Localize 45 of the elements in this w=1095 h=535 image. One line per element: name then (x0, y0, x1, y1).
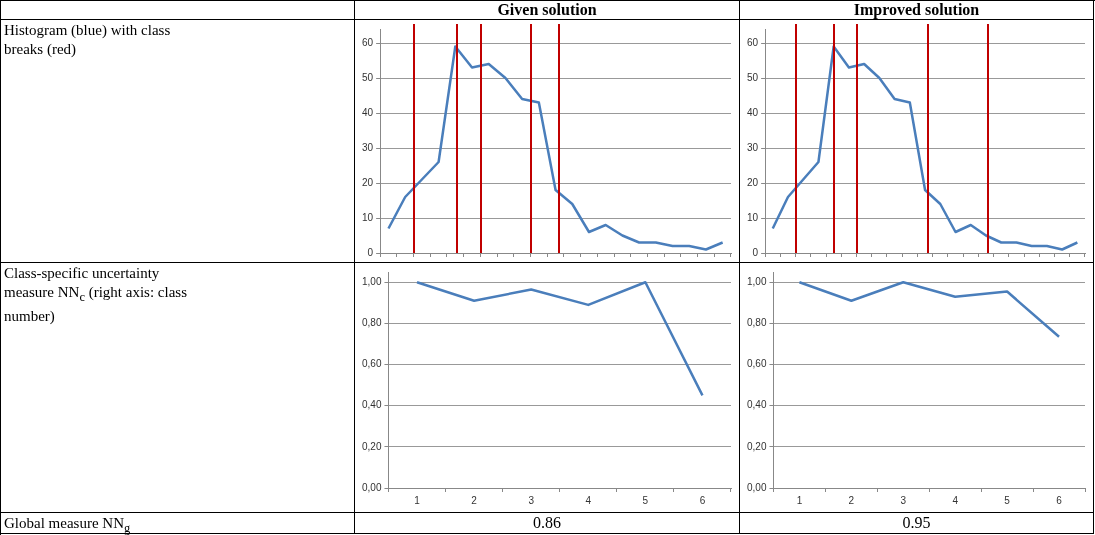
text: Global measure NN$_{g}$ (4, 514, 131, 535)
x-tick-label: 3 (900, 494, 907, 506)
y-tick-label: 1,00 (361, 276, 382, 288)
y-tick-label: 40 (747, 106, 759, 118)
y-tick-label: 50 (362, 71, 374, 83)
x-tick-label: 6 (1056, 494, 1063, 506)
y-tick-label: 50 (747, 71, 759, 83)
y-tick-label: 0,40 (361, 399, 382, 411)
y-tick-label: 1,00 (746, 276, 767, 288)
y-tick-label: 30 (362, 141, 374, 153)
text: 0.86 (355, 513, 740, 534)
y-tick-label: 10 (747, 211, 759, 223)
y-tick-label: 0 (752, 246, 759, 258)
y-tick-label: 0,20 (361, 440, 382, 452)
x-tick-label: 2 (848, 494, 855, 506)
y-tick-label: 0,80 (746, 317, 767, 329)
x-tick-label: 5 (642, 494, 649, 506)
text: Class-specific uncertainty measure NN$_{c}$ (right axis: class number) (4, 265, 188, 324)
x-tick-label: 2 (471, 494, 478, 506)
text: 0.95 (740, 513, 1094, 534)
x-tick-label: 6 (699, 494, 706, 506)
y-tick-label: 40 (362, 106, 374, 118)
x-tick-label: 1 (414, 494, 421, 506)
y-tick-label: 0,60 (746, 358, 767, 370)
y-tick-label: 10 (362, 211, 374, 223)
x-tick-label: 3 (528, 494, 535, 506)
y-tick-label: 0,00 (361, 481, 382, 493)
x-tick-label: 4 (585, 494, 592, 506)
y-tick-label: 0,40 (746, 399, 767, 411)
y-tick-label: 0,80 (361, 317, 382, 329)
y-tick-label: 20 (362, 176, 374, 188)
y-tick-label: 30 (747, 141, 759, 153)
chart-title: Improved solution (740, 0, 1094, 20)
y-tick-label: 60 (747, 36, 759, 48)
y-tick-label: 0 (367, 246, 374, 258)
x-tick-label: 1 (796, 494, 803, 506)
y-tick-label: 20 (747, 176, 759, 188)
x-tick-label: 5 (1004, 494, 1011, 506)
text: Histogram (blue) with class breaks (red) (4, 21, 172, 59)
chart-title: Given solution (355, 0, 740, 20)
y-tick-label: 60 (362, 36, 374, 48)
y-tick-label: 0,00 (746, 481, 767, 493)
y-tick-label: 0,60 (361, 358, 382, 370)
y-tick-label: 0,20 (746, 440, 767, 452)
x-tick-label: 4 (952, 494, 959, 506)
